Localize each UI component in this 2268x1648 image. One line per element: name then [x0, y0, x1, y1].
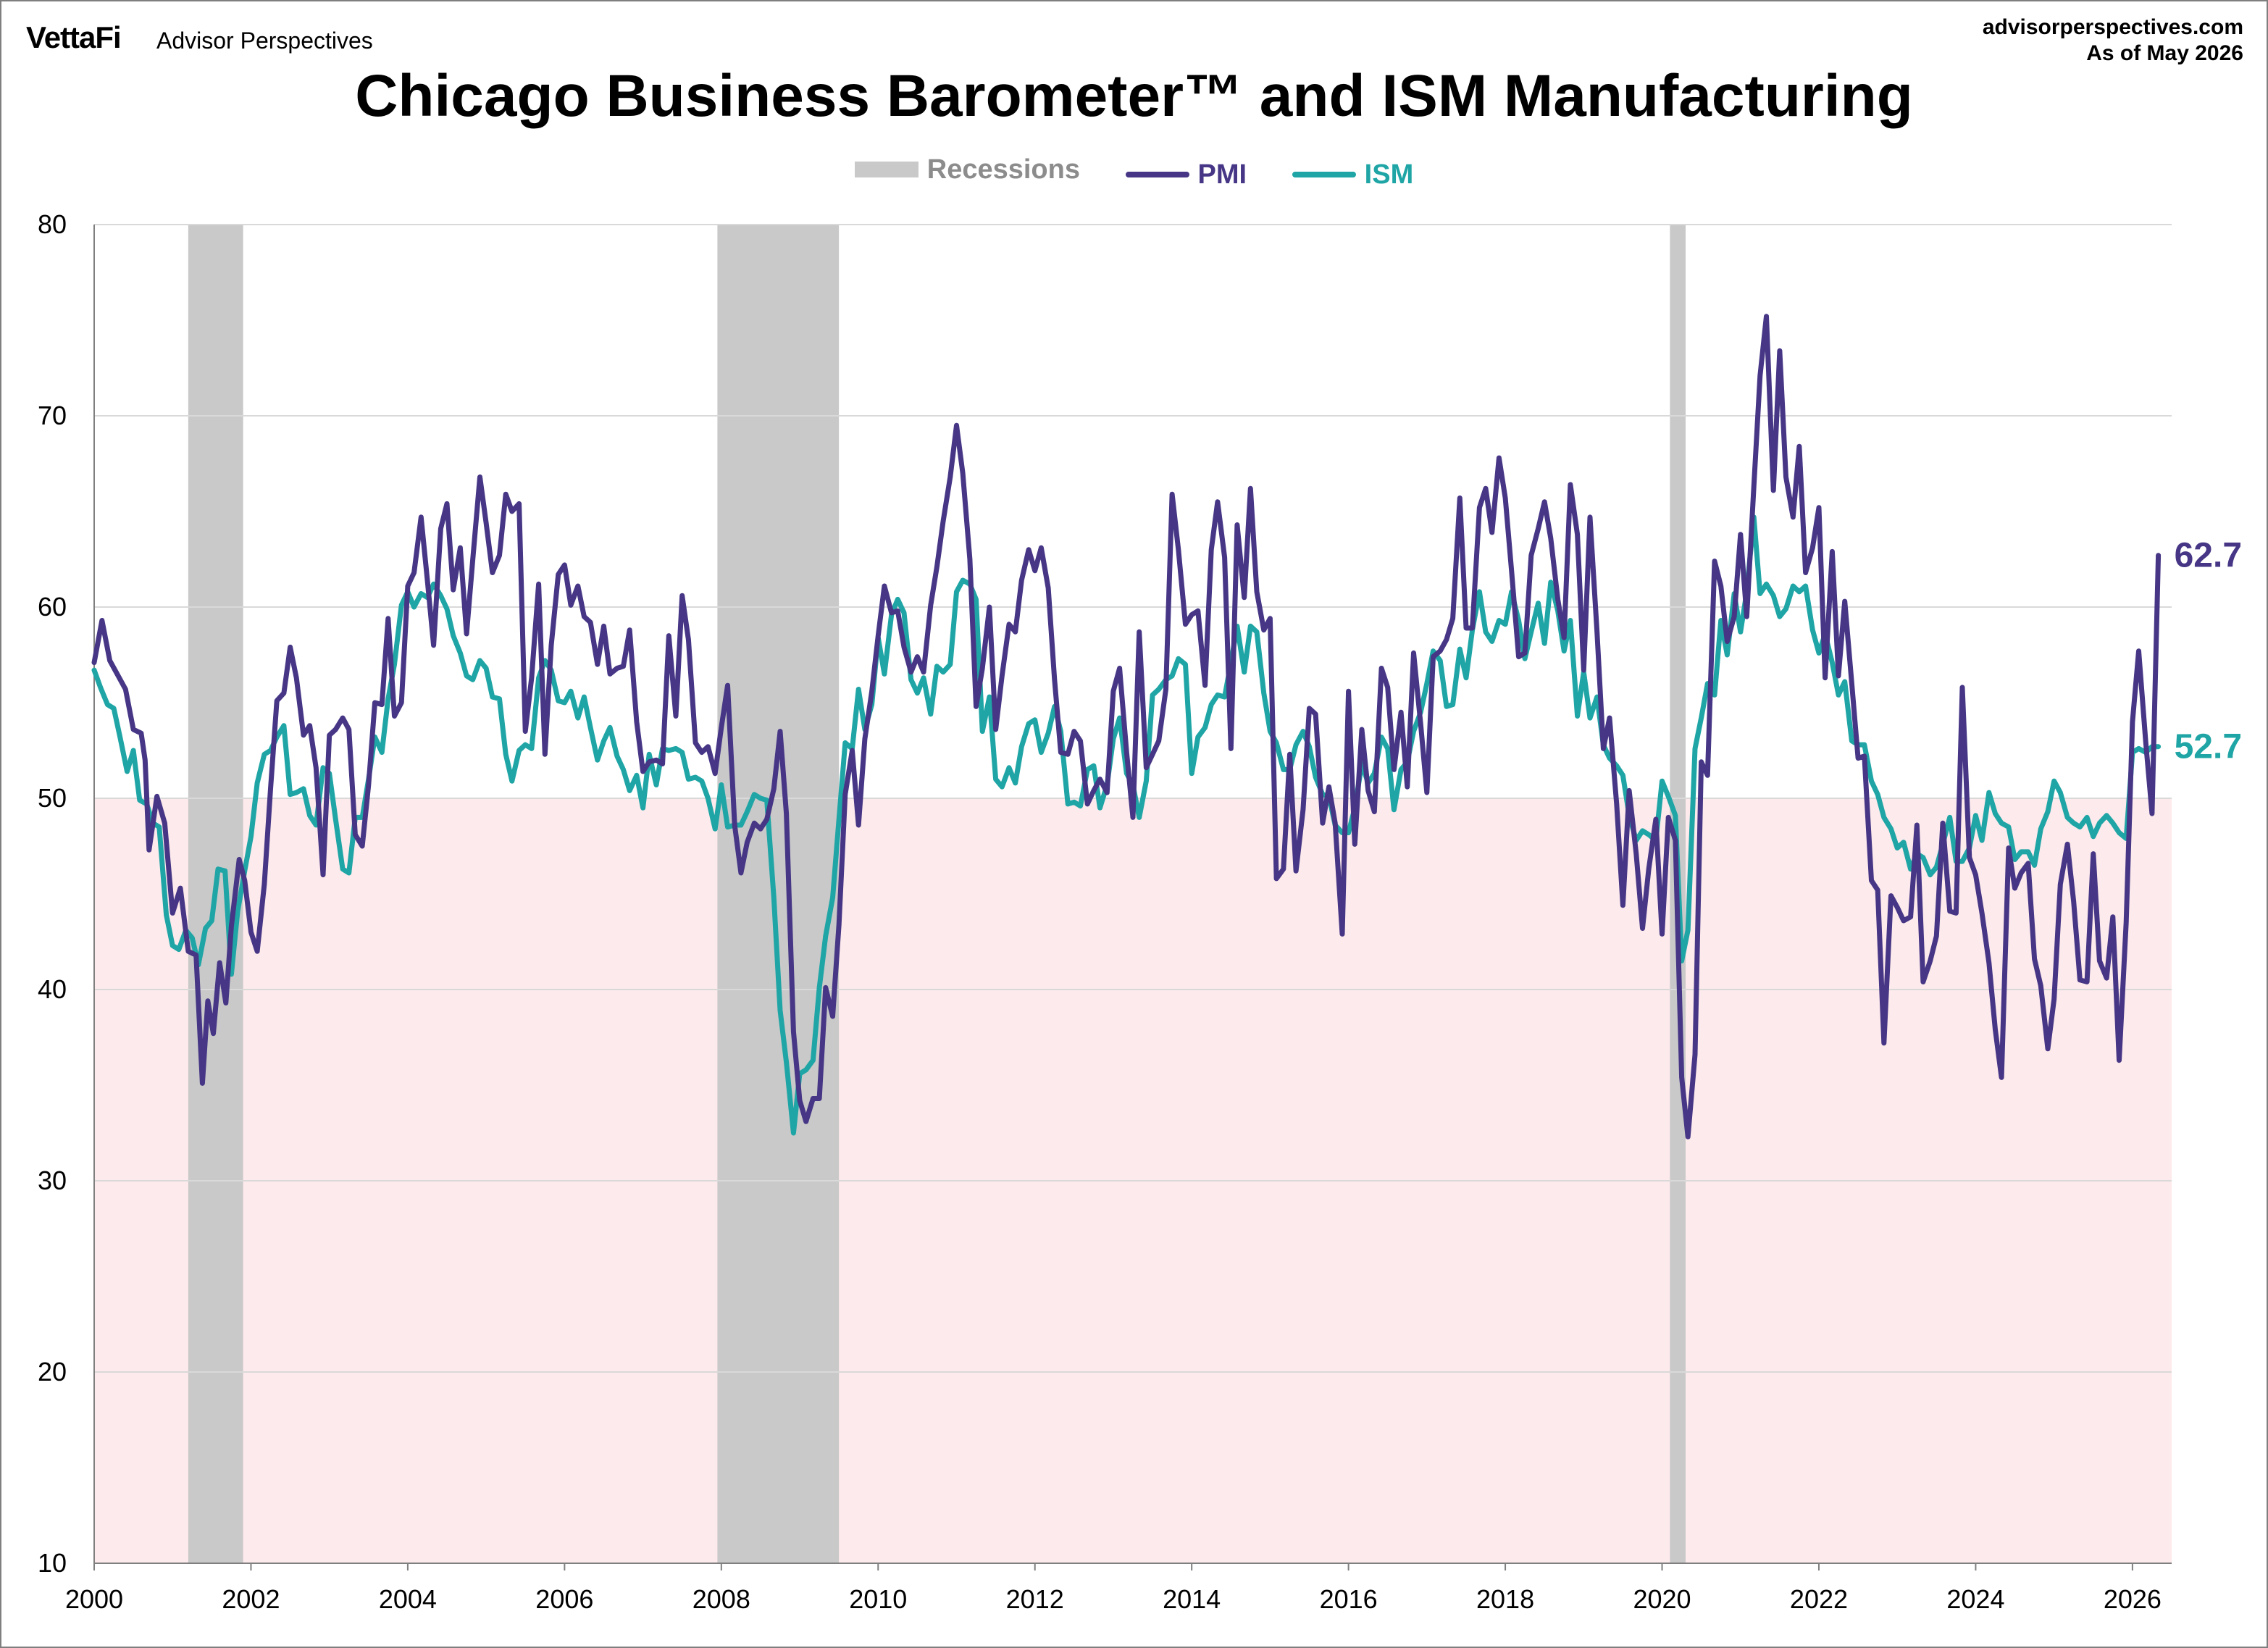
legend-label-recessions: Recessions [926, 154, 1080, 185]
y-tick-label: 60 [38, 592, 67, 622]
legend-item-ism: ISM [1292, 159, 1414, 191]
legend-label-ism: ISM [1364, 159, 1414, 190]
y-tick-label: 40 [38, 974, 67, 1004]
x-tick-label: 2022 [1790, 1584, 1848, 1614]
end-label-pmi: 62.7 [2175, 537, 2242, 575]
x-tick-label: 2026 [2104, 1584, 2162, 1614]
x-tick-label: 2008 [692, 1584, 750, 1614]
x-tick-label: 2014 [1163, 1584, 1221, 1614]
legend-item-recessions: Recessions [854, 154, 1080, 185]
legend-swatch-pmi [1125, 172, 1189, 177]
chart-legend: Recessions PMI ISM [0, 154, 2268, 191]
brand-logo: VettaFi [26, 20, 122, 54]
y-tick-label: 10 [38, 1548, 67, 1578]
x-tick-label: 2010 [849, 1584, 907, 1614]
y-tick-label: 30 [38, 1166, 67, 1195]
legend-swatch-recessions [854, 162, 919, 177]
x-tick-label: 2018 [1476, 1584, 1534, 1614]
brand-subtitle: Advisor Perspectives [156, 28, 373, 54]
x-tick-label: 2004 [379, 1584, 437, 1614]
recession-band [717, 225, 840, 1563]
source-info: advisorperspectives.com As of May 2026 [1983, 14, 2243, 67]
series-line-pmi [91, 314, 2162, 1139]
site-url: advisorperspectives.com [1982, 15, 2243, 39]
x-tick-label: 2012 [1006, 1584, 1064, 1614]
y-tick-label: 70 [38, 401, 67, 430]
x-tick-label: 2002 [222, 1584, 280, 1614]
y-tick-label: 50 [38, 783, 67, 813]
end-label-ism: 52.7 [2175, 728, 2242, 766]
legend-label-pmi: PMI [1197, 159, 1247, 190]
as-of-date: As of May 2026 [2086, 41, 2243, 65]
x-tick-label: 2020 [1633, 1584, 1691, 1614]
x-tick-label: 2016 [1320, 1584, 1378, 1614]
y-tick-label: 20 [38, 1357, 67, 1386]
x-tick-label: 2006 [535, 1584, 593, 1614]
legend-item-pmi: PMI [1125, 159, 1247, 191]
legend-swatch-ism [1292, 172, 1356, 177]
x-tick-label: 2000 [65, 1584, 123, 1614]
y-tick-label: 80 [38, 209, 67, 239]
chart-title: Chicago Business Barometer™ and ISM Manu… [355, 63, 1913, 129]
x-tick-label: 2024 [1946, 1584, 2004, 1614]
